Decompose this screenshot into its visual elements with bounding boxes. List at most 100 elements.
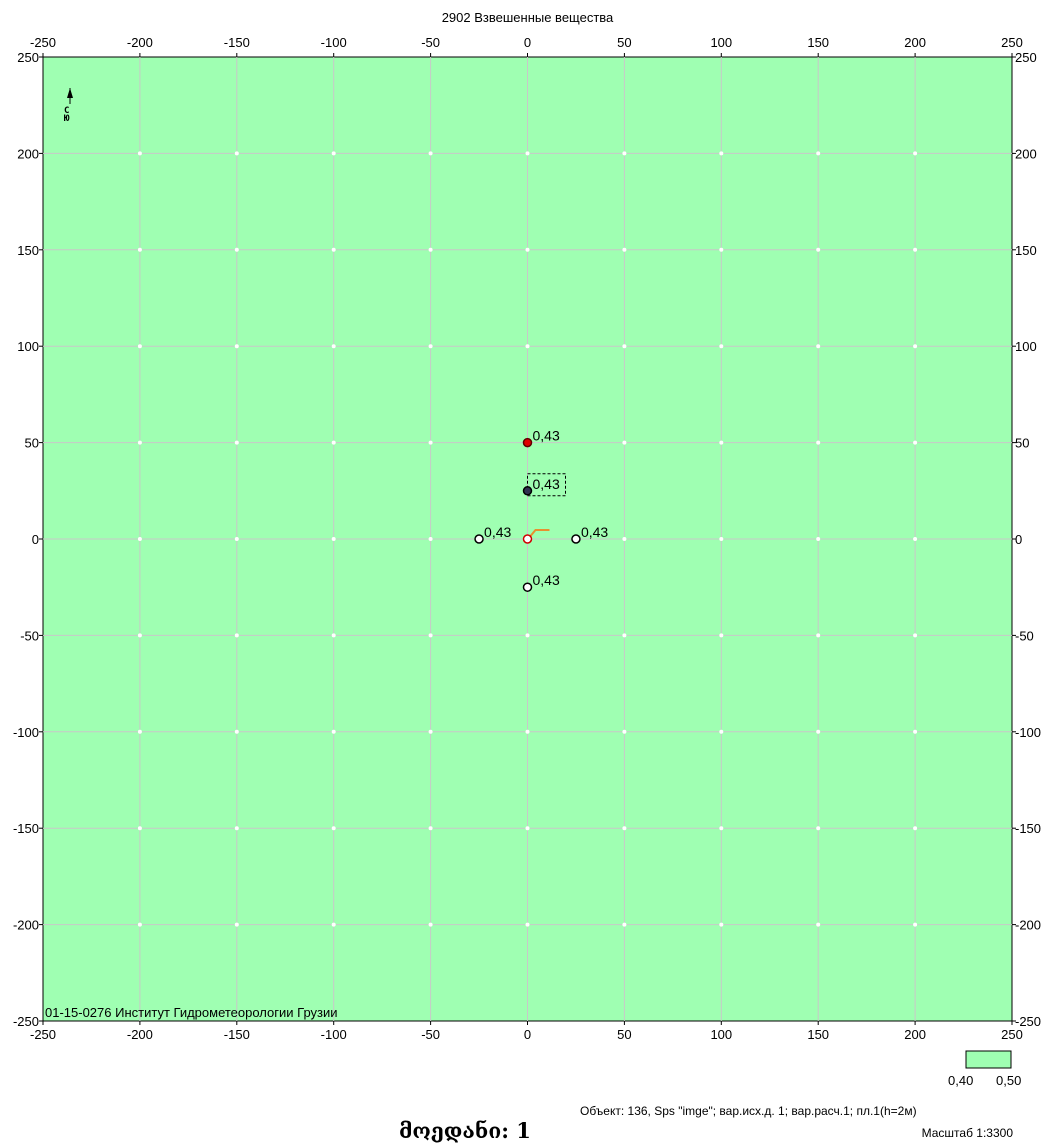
y-tick-label-right: -100	[1015, 725, 1041, 740]
grid-node	[913, 826, 918, 831]
grid-node	[234, 344, 239, 349]
grid-node	[137, 729, 142, 734]
y-tick-label-left: -200	[13, 918, 39, 933]
grid-node	[331, 633, 336, 638]
grid-node	[137, 537, 142, 541]
grid-node	[622, 247, 627, 252]
grid-node	[331, 537, 336, 541]
x-tick-label-bottom: 250	[1001, 1027, 1023, 1042]
data-label: 0,43	[533, 428, 560, 444]
grid-node	[137, 151, 142, 156]
grid-node	[719, 344, 724, 349]
grid-node	[234, 729, 239, 734]
grid-node	[428, 440, 433, 445]
y-tick-label-left: -250	[13, 1014, 39, 1029]
grid-node	[525, 633, 530, 638]
grid-node	[913, 151, 918, 156]
grid-node	[525, 247, 530, 252]
y-tick-label-left: 200	[17, 146, 39, 161]
y-tick-label-left: -150	[13, 821, 39, 836]
legend-min-label: 0,40	[948, 1073, 973, 1088]
grid-node	[816, 633, 821, 638]
grid-node	[816, 537, 821, 541]
x-tick-label-top: 50	[617, 35, 631, 50]
north-arrow-icon: С Ю	[64, 88, 73, 124]
legend-max-label: 0,50	[996, 1073, 1021, 1088]
grid-node	[719, 633, 724, 638]
grid-node	[913, 440, 918, 445]
data-label: 0,43	[533, 572, 560, 588]
y-tick-label-right: 250	[1015, 50, 1037, 65]
grid-node	[719, 151, 724, 156]
grid-node	[234, 247, 239, 252]
y-tick-label-left: 50	[25, 436, 39, 451]
grid-node	[719, 247, 724, 252]
grid-node	[719, 922, 724, 927]
x-tick-label-top: -100	[321, 35, 347, 50]
x-tick-label-top: 250	[1001, 35, 1023, 50]
grid-node	[622, 729, 627, 734]
grid-node	[234, 826, 239, 831]
grid-node	[428, 922, 433, 927]
x-tick-label-top: -200	[127, 35, 153, 50]
x-tick-label-bottom: -50	[421, 1027, 440, 1042]
y-tick-label-left: 150	[17, 243, 39, 258]
grid-node	[137, 826, 142, 831]
chart-title: 2902 Взвешенные вещества	[442, 10, 614, 25]
y-tick-label-left: 100	[17, 339, 39, 354]
grid-node	[428, 247, 433, 252]
grid-node	[331, 922, 336, 927]
grid-node	[525, 922, 530, 927]
y-tick-label-right: 200	[1015, 146, 1037, 161]
y-tick-label-right: 0	[1015, 532, 1022, 547]
grid-node	[331, 151, 336, 156]
grid-node	[234, 151, 239, 156]
data-point	[474, 534, 484, 544]
grid-node	[622, 440, 627, 445]
x-tick-label-bottom: -150	[224, 1027, 250, 1042]
grid-node	[331, 247, 336, 252]
grid-node	[428, 537, 433, 541]
grid-node	[622, 826, 627, 831]
grid-node	[816, 440, 821, 445]
x-tick-label-top: -150	[224, 35, 250, 50]
scale-label: Масштаб 1:3300	[921, 1126, 1013, 1140]
x-tick-label-bottom: 50	[617, 1027, 631, 1042]
grid-node	[816, 344, 821, 349]
grid-node	[428, 151, 433, 156]
data-label: 0,43	[533, 476, 560, 492]
x-tick-label-bottom: -100	[321, 1027, 347, 1042]
x-tick-label-top: 200	[904, 35, 926, 50]
grid-lines	[43, 57, 1012, 1021]
y-tick-label-left: -100	[13, 725, 39, 740]
grid-node	[137, 922, 142, 927]
y-tick-label-right: -250	[1015, 1014, 1041, 1029]
grid-node	[234, 440, 239, 445]
y-tick-label-right: -50	[1015, 628, 1034, 643]
grid-node	[719, 537, 724, 541]
x-tick-label-bottom: -250	[30, 1027, 56, 1042]
grid-node	[525, 151, 530, 156]
x-tick-label-top: 100	[710, 35, 732, 50]
grid-node	[913, 922, 918, 927]
x-tick-label-bottom: -200	[127, 1027, 153, 1042]
data-point	[522, 486, 533, 496]
y-tick-label-left: 250	[17, 50, 39, 65]
grid-node	[428, 729, 433, 734]
grid-node	[816, 826, 821, 831]
y-tick-label-right: -150	[1015, 821, 1041, 836]
source-marker	[529, 529, 550, 537]
grid-node	[816, 729, 821, 734]
grid-node	[525, 729, 530, 734]
x-tick-label-bottom: 200	[904, 1027, 926, 1042]
data-point	[522, 534, 533, 544]
grid-node	[719, 729, 724, 734]
grid-node	[525, 344, 530, 349]
x-tick-label-top: 0	[524, 35, 531, 50]
grid-node	[137, 440, 142, 445]
grid-node	[816, 247, 821, 252]
svg-text:Ю: Ю	[64, 114, 70, 124]
grid-node	[913, 729, 918, 734]
x-tick-label-bottom: 150	[807, 1027, 829, 1042]
